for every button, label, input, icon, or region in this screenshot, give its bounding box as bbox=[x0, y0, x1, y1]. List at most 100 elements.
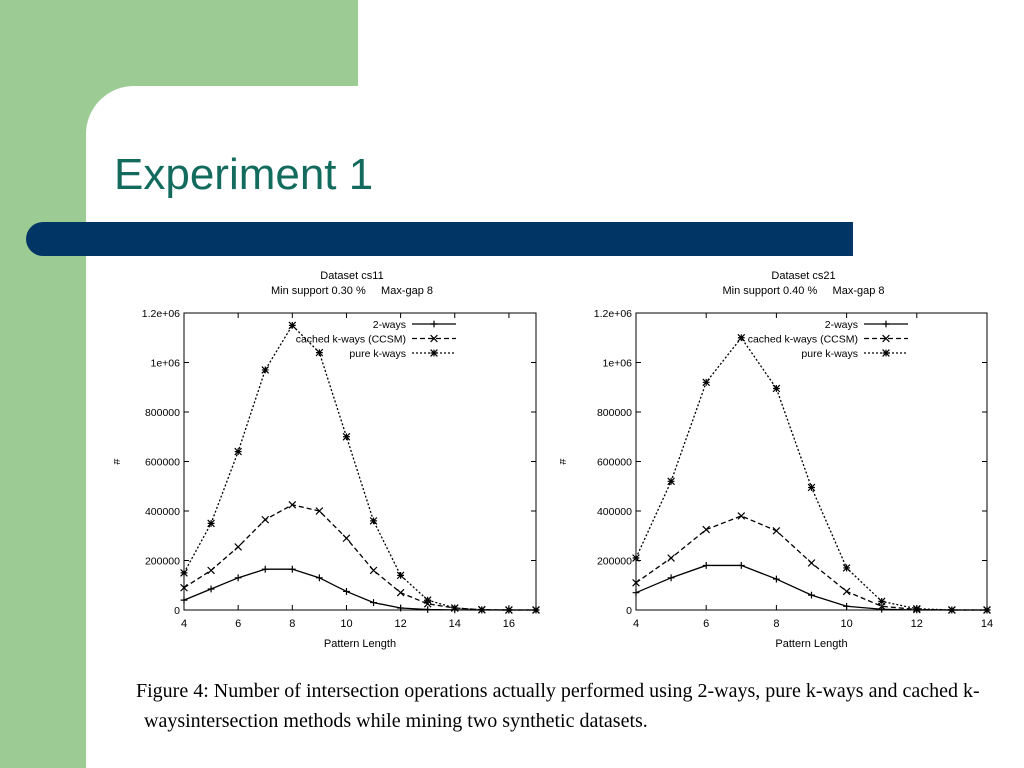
y-tick-label: 200000 bbox=[597, 556, 632, 568]
x-tick-label: 12 bbox=[911, 618, 923, 630]
data-point-0 bbox=[843, 602, 850, 610]
data-point-0 bbox=[397, 604, 405, 612]
data-point-1 bbox=[342, 534, 351, 543]
data-point-2 bbox=[505, 606, 513, 614]
data-point-1 bbox=[632, 578, 640, 587]
legend-label: cached k-ways (CCSM) bbox=[296, 334, 406, 346]
series-line-2 bbox=[183, 324, 536, 611]
data-point-0 bbox=[808, 591, 815, 599]
legend-label: 2-ways bbox=[825, 319, 858, 331]
x-tick-label: 6 bbox=[703, 618, 709, 630]
data-point-0 bbox=[370, 599, 377, 606]
data-point-0 bbox=[737, 562, 745, 569]
x-tick-label: 8 bbox=[773, 618, 779, 630]
data-point-2 bbox=[737, 333, 746, 342]
figure-caption: Figure 4: Number of intersection operati… bbox=[136, 680, 980, 732]
data-point-1 bbox=[396, 588, 405, 597]
data-point-0 bbox=[343, 588, 350, 595]
data-point-0 bbox=[667, 574, 675, 582]
data-point-1 bbox=[315, 507, 324, 515]
chart-subtitle: Min support 0.30 % Max-gap 8 bbox=[271, 285, 433, 297]
x-tick-label: 4 bbox=[633, 618, 639, 630]
x-axis-label: Pattern Length bbox=[324, 638, 396, 650]
legend-marker bbox=[882, 334, 890, 343]
chart-dataset-cs11: Dataset cs11 Min support 0.30 % Max-gap 8… bbox=[114, 270, 540, 650]
data-point-2 bbox=[315, 348, 324, 357]
x-tick-label: 16 bbox=[503, 618, 515, 630]
title-underline-bar bbox=[26, 222, 853, 256]
data-point-2 bbox=[877, 597, 886, 606]
legend-label: cached k-ways (CCSM) bbox=[748, 334, 858, 346]
y-tick-label: 1.2e+06 bbox=[142, 308, 180, 320]
data-point-1 bbox=[288, 500, 297, 509]
legend-marker bbox=[430, 320, 438, 328]
legend-marker bbox=[882, 349, 890, 357]
data-point-2 bbox=[667, 477, 675, 486]
data-point-2 bbox=[772, 384, 781, 393]
data-point-2 bbox=[983, 606, 991, 614]
data-point-0 bbox=[261, 565, 269, 573]
data-point-0 bbox=[288, 565, 296, 573]
data-point-1 bbox=[772, 526, 781, 535]
y-tick-label: 0 bbox=[626, 605, 632, 617]
data-point-0 bbox=[773, 575, 780, 583]
data-point-1 bbox=[369, 566, 378, 575]
data-point-1 bbox=[702, 525, 711, 534]
data-point-1 bbox=[807, 559, 816, 567]
y-tick-label: 800000 bbox=[145, 407, 180, 419]
x-tick-label: 4 bbox=[181, 618, 187, 630]
y-tick-label: 1e+06 bbox=[603, 358, 633, 370]
y-tick-label: 1.2e+06 bbox=[594, 308, 632, 320]
data-point-2 bbox=[396, 571, 405, 580]
slide-title: Experiment 1 bbox=[114, 150, 374, 199]
y-tick-label: 400000 bbox=[597, 506, 632, 518]
data-point-2 bbox=[288, 321, 297, 330]
data-point-1 bbox=[737, 512, 746, 520]
data-point-2 bbox=[912, 604, 921, 613]
y-tick-label: 200000 bbox=[145, 556, 180, 568]
x-tick-label: 10 bbox=[340, 618, 352, 630]
chart-title: Dataset cs11 bbox=[320, 270, 383, 282]
x-tick-label: 8 bbox=[289, 618, 295, 630]
series-line-0 bbox=[635, 564, 987, 611]
data-point-2 bbox=[532, 606, 540, 614]
x-tick-label: 12 bbox=[394, 618, 406, 630]
data-point-1 bbox=[842, 587, 851, 596]
data-point-2 bbox=[180, 569, 188, 577]
data-point-2 bbox=[948, 606, 956, 614]
data-point-0 bbox=[424, 606, 432, 613]
y-tick-label: 0 bbox=[174, 605, 180, 617]
data-point-0 bbox=[702, 562, 710, 569]
y-tick-label: 1e+06 bbox=[151, 358, 181, 370]
data-point-2 bbox=[478, 605, 486, 614]
y-tick-label: 600000 bbox=[145, 457, 180, 469]
data-point-2 bbox=[369, 517, 378, 525]
data-point-1 bbox=[667, 554, 675, 562]
data-point-2 bbox=[807, 483, 816, 492]
data-point-0 bbox=[180, 596, 188, 604]
y-tick-label: 800000 bbox=[597, 407, 632, 419]
series-line-2 bbox=[635, 336, 987, 611]
chart-title: Dataset cs21 bbox=[771, 270, 835, 282]
y-tick-label: 600000 bbox=[597, 457, 632, 469]
data-point-2 bbox=[261, 366, 270, 374]
data-point-2 bbox=[450, 604, 459, 612]
legend-label: pure k-ways bbox=[349, 348, 406, 360]
series-line-0 bbox=[183, 568, 536, 611]
chart-subtitle: Min support 0.40 % Max-gap 8 bbox=[722, 285, 884, 297]
data-point-1 bbox=[207, 566, 215, 575]
x-tick-label: 10 bbox=[840, 618, 852, 630]
data-point-2 bbox=[842, 564, 851, 572]
y-axis-label: # bbox=[560, 458, 569, 465]
data-point-2 bbox=[423, 596, 432, 604]
data-point-1 bbox=[234, 543, 242, 551]
series-line-1 bbox=[183, 504, 536, 611]
data-point-1 bbox=[261, 515, 270, 524]
y-tick-label: 400000 bbox=[145, 506, 180, 518]
legend-label: pure k-ways bbox=[801, 348, 858, 360]
slide-content-panel bbox=[86, 86, 1024, 768]
legend-marker bbox=[430, 349, 438, 357]
data-point-2 bbox=[632, 554, 640, 562]
legend-marker bbox=[430, 334, 438, 343]
data-point-0 bbox=[632, 589, 640, 597]
